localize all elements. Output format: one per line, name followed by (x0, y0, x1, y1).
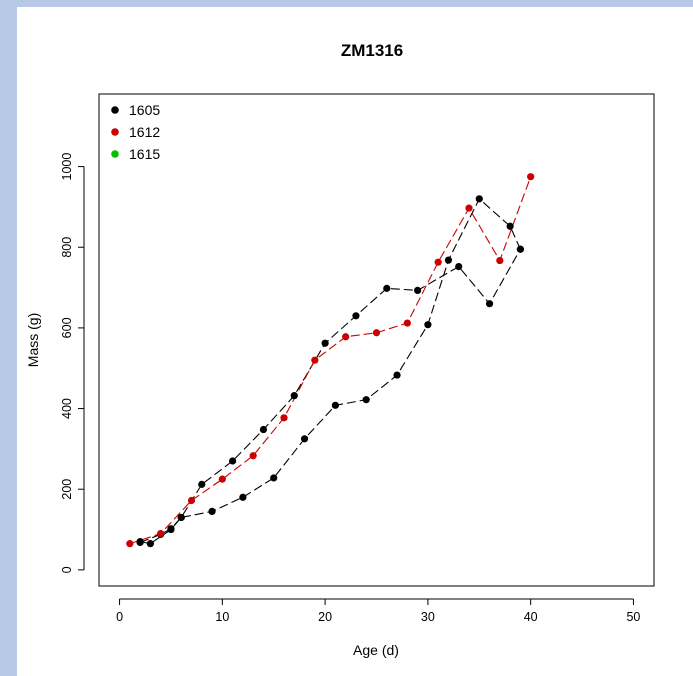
legend-label-1615: 1615 (129, 146, 160, 162)
data-point-1605 (321, 339, 329, 347)
data-point-1605 (290, 392, 298, 400)
y-tick-label: 600 (60, 317, 74, 338)
data-point-1612 (126, 540, 134, 548)
data-point-1612 (403, 319, 411, 327)
x-tick-label: 0 (116, 610, 123, 624)
data-point-1612 (372, 329, 381, 337)
y-tick-label: 200 (60, 479, 74, 500)
y-tick-label: 800 (60, 237, 74, 258)
x-axis-label: Age (d) (353, 642, 399, 658)
legend-label-1612: 1612 (129, 124, 160, 140)
y-tick-label: 400 (60, 398, 74, 419)
plot-frame (98, 93, 655, 587)
data-point-1612 (342, 333, 350, 341)
data-point-1605 (331, 401, 339, 409)
legend-marker-1612 (111, 128, 119, 136)
x-tick-label: 50 (626, 610, 640, 624)
data-point-1612 (218, 475, 226, 483)
y-axis-label: Mass (g) (25, 313, 41, 367)
data-point-1612 (187, 496, 196, 505)
data-point-1605 (506, 222, 514, 230)
data-point-1612 (496, 256, 504, 265)
data-point-1605 (229, 457, 237, 465)
data-point-1605 (136, 538, 144, 547)
series-points (126, 173, 535, 548)
data-point-1605 (352, 312, 360, 320)
data-point-1605 (167, 525, 175, 533)
data-point-1605 (239, 493, 247, 501)
data-point-1612 (311, 356, 319, 364)
data-point-1605 (444, 256, 453, 264)
chart-panel: ZM1316 0 10 20 30 40 50 0 200 400 600 800 1000 1605… (17, 7, 693, 676)
data-point-1612 (280, 414, 288, 422)
data-point-1612 (157, 529, 165, 538)
data-point-1605 (300, 435, 309, 443)
data-point-1605 (485, 300, 494, 308)
x-tick-label: 20 (318, 610, 332, 624)
legend: 1605 1612 1615 (111, 102, 160, 162)
x-tick-label: 10 (215, 610, 229, 624)
data-point-1605 (475, 195, 483, 203)
data-point-1612 (465, 204, 473, 212)
series-line-1605 (139, 248, 521, 543)
data-point-1605 (383, 284, 391, 292)
y-tick-label: 0 (60, 566, 74, 573)
axes: 0 10 20 30 40 50 0 200 400 600 800 1000 (60, 153, 640, 624)
data-point-1605 (393, 371, 401, 379)
legend-marker-1605 (111, 106, 119, 114)
series-line-1612 (129, 176, 532, 545)
data-point-1605 (146, 540, 154, 548)
legend-label-1605: 1605 (129, 102, 160, 118)
series-lines (129, 176, 532, 545)
data-point-1605 (424, 321, 432, 329)
data-point-1612 (249, 452, 257, 460)
chart-title: ZM1316 (341, 41, 403, 60)
data-point-1605 (414, 286, 422, 294)
y-tick-label: 1000 (60, 153, 74, 181)
data-point-1612 (434, 258, 442, 266)
legend-marker-1615 (111, 150, 119, 158)
data-point-1605 (198, 480, 206, 488)
data-point-1605 (259, 425, 268, 434)
data-point-1605 (208, 507, 216, 515)
data-point-1605 (516, 245, 524, 253)
x-tick-label: 30 (421, 610, 435, 624)
data-point-1612 (527, 173, 535, 181)
data-point-1605 (270, 474, 278, 482)
data-point-1605 (455, 263, 463, 271)
data-point-1605 (362, 396, 370, 404)
mass-vs-age-chart: ZM1316 0 10 20 30 40 50 0 200 400 600 800 1000 1605… (25, 41, 655, 658)
data-point-1605 (177, 513, 185, 522)
x-tick-label: 40 (524, 610, 538, 624)
